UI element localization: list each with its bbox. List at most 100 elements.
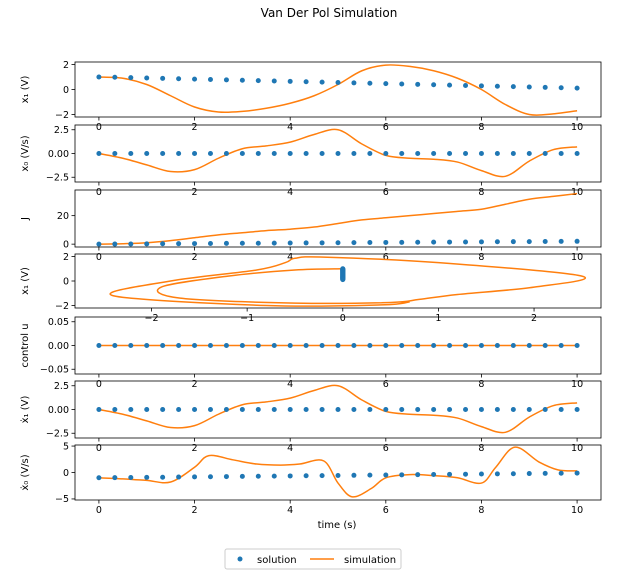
solution-point	[478, 151, 484, 156]
x-tick-label: 2	[192, 187, 198, 198]
solution-point	[542, 151, 548, 156]
solution-point	[399, 407, 405, 412]
y-axis-label: control u	[20, 323, 31, 367]
solution-point	[287, 151, 293, 156]
solution-point	[399, 151, 405, 156]
solution-point	[255, 343, 261, 348]
solution-point	[494, 239, 500, 245]
solution-point	[192, 343, 198, 348]
solution-point	[399, 343, 405, 348]
solution-point	[303, 79, 309, 85]
solution-point	[383, 407, 389, 412]
solution-point	[271, 473, 277, 479]
solution-point	[239, 240, 245, 246]
y-axis-label: x₁ (V)	[20, 267, 31, 295]
subplot-data	[109, 256, 586, 307]
y-tick-label: 0.00	[48, 405, 69, 416]
solution-point	[510, 343, 516, 348]
legend-solution-label: solution	[257, 555, 297, 566]
solution-point	[319, 473, 325, 479]
y-tick-label: 5	[63, 441, 69, 452]
x-tick-label: 4	[287, 443, 293, 454]
solution-point	[431, 239, 437, 245]
solution-point	[383, 343, 389, 348]
solution-point	[128, 407, 134, 412]
y-tick-label: −5	[55, 494, 69, 505]
solution-point	[271, 78, 277, 84]
subplot-frame	[74, 61, 602, 118]
solution-point	[223, 474, 229, 480]
solution-point	[351, 80, 357, 86]
solution-point	[176, 407, 182, 412]
solution-point	[239, 473, 245, 479]
x-tick-label: 0	[96, 122, 102, 133]
y-axis-label: x₁ (V)	[20, 76, 31, 104]
solution-point	[510, 407, 516, 412]
solution-point	[351, 240, 357, 246]
subplot-frame	[74, 444, 602, 501]
solution-point	[542, 343, 548, 348]
y-tick-label: −2.5	[46, 429, 69, 440]
x-tick-label: 4	[287, 187, 293, 198]
solution-point	[494, 407, 500, 412]
simulation-series-line	[98, 446, 578, 498]
subplot-frame	[74, 316, 602, 375]
solution-point	[112, 475, 118, 481]
solution-point	[558, 151, 564, 156]
y-axis-label: x₀ (V/s)	[20, 135, 31, 171]
solution-point	[463, 343, 469, 348]
solution-point	[463, 83, 469, 88]
solution-point	[367, 472, 373, 478]
solution-point	[574, 343, 580, 348]
solution-point	[335, 151, 341, 156]
solution-point	[319, 151, 325, 156]
solution-point	[271, 343, 277, 348]
x-tick-label: 2	[531, 313, 537, 324]
x-tick-label: −1	[240, 313, 254, 324]
solution-point	[176, 474, 182, 480]
solution-point	[510, 151, 516, 156]
solution-point	[415, 472, 421, 478]
y-tick-label: 0	[63, 85, 69, 96]
solution-point	[128, 343, 134, 348]
legend-simulation-label: simulation	[344, 555, 396, 566]
x-tick-label: 6	[383, 122, 389, 133]
subplot-1: 0 2 4 6 8 10 −2 0 2 x₁ (V)	[20, 60, 602, 133]
solution-point	[335, 240, 341, 246]
x-tick-label: 6	[383, 252, 389, 263]
solution-point	[239, 343, 245, 348]
solution-point	[96, 407, 102, 412]
solution-point	[255, 78, 261, 84]
solution-point	[223, 407, 229, 412]
x-tick-label: 8	[478, 443, 484, 454]
solution-point	[463, 239, 469, 245]
solution-point	[176, 241, 182, 247]
x-tick-label: 6	[383, 187, 389, 198]
solution-point	[112, 241, 118, 247]
x-tick-label: 10	[571, 505, 583, 516]
solution-point	[431, 472, 437, 478]
solution-point	[160, 151, 166, 156]
subplot-data	[96, 446, 580, 498]
solution-point	[526, 471, 532, 477]
solution-point	[176, 76, 182, 82]
x-tick-label: 0	[96, 379, 102, 390]
solution-point	[574, 238, 580, 244]
solution-point	[463, 151, 469, 156]
solution-point	[431, 82, 437, 88]
solution-point	[192, 76, 198, 82]
x-tick-label: 1	[435, 313, 441, 324]
solution-point	[303, 151, 309, 156]
solution-point	[112, 74, 118, 80]
solution-point	[415, 81, 421, 87]
solution-point	[574, 470, 580, 476]
solution-point	[96, 74, 102, 80]
x-tick-label: 4	[287, 122, 293, 133]
solution-point	[510, 471, 516, 477]
solution-point	[144, 343, 150, 348]
solution-point	[128, 151, 134, 156]
solution-point	[574, 85, 580, 91]
x-tick-label: 2	[192, 443, 198, 454]
